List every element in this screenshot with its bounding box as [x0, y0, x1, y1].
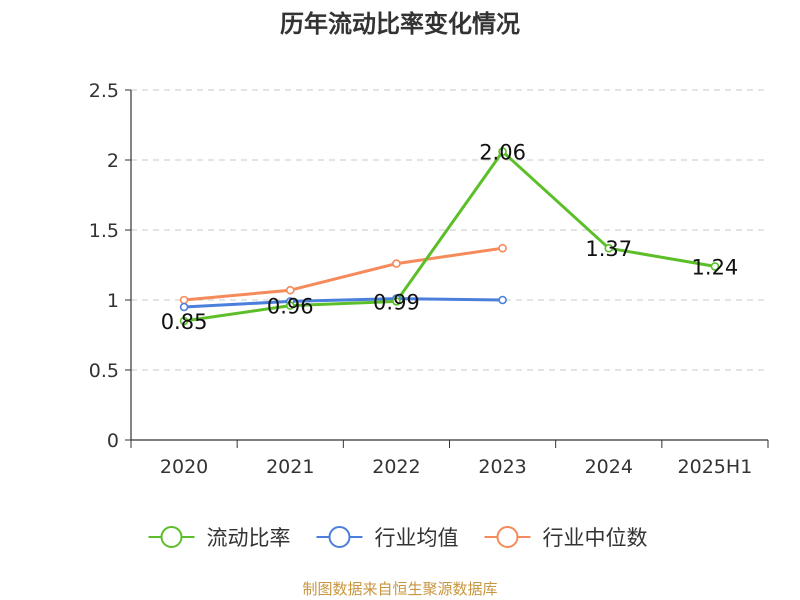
legend-label: 行业中位数 [543, 526, 648, 550]
chart-title: 历年流动比率变化情况 [280, 10, 520, 38]
y-tick-label: 2 [107, 150, 119, 172]
x-tick-label: 2022 [372, 456, 420, 478]
data-point [179, 295, 189, 305]
data-point [179, 302, 189, 312]
x-tick-label: 2023 [478, 456, 526, 478]
y-tick-label: 0.5 [89, 360, 119, 382]
x-tick-label: 2024 [585, 456, 633, 478]
data-label: 0.99 [373, 290, 420, 314]
data-point [604, 243, 614, 253]
legend-label: 流动比率 [207, 526, 291, 550]
source-note: 制图数据来自恒生聚源数据库 [302, 580, 498, 598]
data-point [498, 147, 507, 156]
y-tick-label: 1.5 [89, 220, 119, 242]
data-label: 2.06 [479, 141, 526, 165]
data-point [498, 295, 507, 305]
data-label: 1.24 [692, 255, 739, 279]
legend-marker [328, 526, 351, 548]
series-line-3 [183, 246, 503, 302]
data-label: 1.37 [585, 237, 632, 261]
series-line-1 [183, 150, 716, 323]
y-tick-label: 2.5 [89, 80, 119, 102]
legend-marker [496, 526, 519, 548]
data-label: 0.96 [267, 295, 314, 319]
x-tick-label: 2021 [266, 456, 314, 478]
data-point [285, 285, 295, 295]
y-tick-label: 0 [107, 430, 119, 452]
data-point [498, 243, 507, 253]
data-point [285, 301, 295, 310]
data-point [710, 262, 720, 271]
y-tick-label: 1 [107, 290, 119, 312]
legend-marker [160, 526, 183, 548]
x-tick-label: 2025H1 [678, 456, 753, 478]
data-point [392, 259, 401, 268]
data-label: 0.85 [161, 310, 208, 334]
data-point [392, 297, 401, 306]
data-point [179, 316, 189, 326]
x-tick-label: 2020 [160, 456, 208, 478]
legend-label: 行业均值 [375, 526, 459, 550]
series-line-2 [184, 297, 503, 309]
